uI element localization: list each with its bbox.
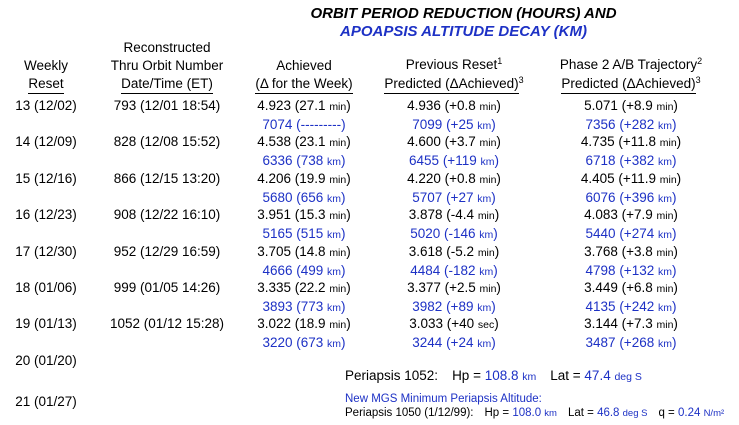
achieved-hours-cell: 4.538 (23.1 min) [257, 134, 351, 149]
header-phase2-trajectory: Phase 2 A/B Trajectory2 Predicted (ΔAchi… [530, 40, 732, 94]
achieved-km-cell: 5165 (515 km) [262, 226, 346, 242]
previous-hours-cell: 3.033 (+40 sec) [409, 316, 499, 331]
week-cell: 17 (12/30) [15, 244, 77, 259]
header-achieved-label: Achieved [276, 58, 332, 73]
lat-label: Lat = [550, 368, 585, 383]
orbit-cell: 908 (12/22 16:10) [113, 207, 221, 222]
week-cell: 18 (01/06) [15, 280, 77, 295]
week-cell: 15 (12/16) [15, 171, 77, 186]
periapsis-label: Periapsis 1050 (1/12/99): [345, 407, 474, 419]
phase2-km-cell: 3487 (+268 km) [585, 335, 677, 351]
header-weekly-reset: Weekly Reset [0, 40, 92, 94]
previous-km-cell: 6455 (+119 km) [409, 153, 499, 169]
previous-hours-cell: 3.618 (-5.2 min) [408, 244, 500, 259]
header-phase2-label: Phase 2 A/B Trajectory [559, 57, 698, 72]
achieved-km-cell: 6336 (738 km) [262, 153, 346, 169]
phase2-hours-cell: 3.144 (+7.3 min) [584, 316, 678, 331]
achieved-km-cell: 3893 (773 km) [262, 299, 346, 315]
achieved-hours-cell: 4.923 (27.1 min) [257, 98, 351, 113]
previous-km-cell: 4484 (-182 km) [410, 263, 498, 279]
hp-label: Hp = [452, 368, 485, 383]
phase2-km-cell: 4798 (+132 km) [585, 263, 677, 279]
footnote-marker-3: 3 [695, 75, 701, 85]
page-title-line1: ORBIT PERIOD REDUCTION (HOURS) AND [310, 5, 617, 22]
footnote-marker-1: 1 [497, 56, 503, 66]
orbit-cell: 866 (12/15 13:20) [113, 171, 221, 186]
lat-value: 47.4 deg S [584, 368, 642, 383]
header-reset-label: Reset [28, 75, 64, 94]
phase2-km-cell: 5440 (+274 km) [585, 226, 677, 242]
achieved-km-cell: 7074 (---------) [262, 117, 346, 133]
achieved-hours-cell: 3.022 (18.9 min) [257, 316, 351, 331]
periapsis-1052-note: Periapsis 1052: Hp = 108.8 km Lat = 47.4 d… [345, 368, 642, 383]
achieved-hours-cell: 3.335 (22.2 min) [257, 280, 351, 295]
week-cell: 16 (12/23) [15, 207, 77, 222]
header-achieved: Achieved (Δ for the Week) [233, 40, 375, 94]
header-datetime-label: Date/Time (ET) [121, 75, 213, 94]
phase2-hours-cell: 4.083 (+7.9 min) [584, 207, 678, 222]
previous-km-cell: 3982 (+89 km) [412, 299, 496, 315]
previous-km-cell: 5020 (-146 km) [410, 226, 498, 242]
new-minimum-periapsis-title: New MGS Minimum Periapsis Altitude: [345, 393, 542, 405]
previous-hours-cell: 3.878 (-4.4 min) [408, 207, 500, 222]
achieved-km-cell: 3220 (673 km) [262, 335, 346, 351]
orbit-cell: 793 (12/01 18:54) [113, 98, 221, 113]
achieved-km-cell: 4666 (499 km) [262, 263, 346, 279]
q-label: q = [658, 407, 678, 419]
header-weekly-label: Weekly [23, 58, 68, 73]
previous-hours-cell: 4.600 (+3.7 min) [407, 134, 501, 149]
hp-label: Hp = [484, 407, 513, 419]
orbit-cell: 999 (01/05 14:26) [113, 280, 221, 295]
page-title-line2: APOAPSIS ALTITUDE DECAY (KM) [340, 23, 587, 40]
week-cell: 20 (01/20) [15, 353, 77, 368]
week-cell: 13 (12/02) [15, 98, 77, 113]
phase2-hours-cell: 4.405 (+11.9 min) [580, 171, 682, 186]
header-previous-reset-label: Previous Reset [405, 57, 498, 72]
orbit-cell: 1052 (01/12 15:28) [109, 316, 225, 331]
header-predicted-label: Predicted (ΔAchieved) [384, 75, 519, 94]
previous-km-cell: 7099 (+25 km) [412, 117, 496, 133]
phase2-hours-cell: 5.071 (+8.9 min) [584, 98, 678, 113]
achieved-hours-cell: 4.206 (19.9 min) [257, 171, 351, 186]
previous-km-cell: 3244 (+24 km) [412, 335, 496, 351]
phase2-km-cell: 4135 (+242 km) [585, 299, 677, 315]
phase2-km-cell: 6076 (+396 km) [585, 190, 677, 206]
achieved-hours-cell: 3.705 (14.8 min) [257, 244, 351, 259]
q-value: 0.24 N/m² [677, 407, 725, 419]
periapsis-1050-note: Periapsis 1050 (1/12/99): Hp = 108.0 km La… [345, 407, 724, 419]
footnote-marker-3: 3 [518, 75, 524, 85]
phase2-km-cell: 6718 (+382 km) [585, 153, 677, 169]
achieved-km-cell: 5680 (656 km) [262, 190, 346, 206]
week-cell: 21 (01/27) [15, 394, 77, 409]
footnote-marker-2: 2 [697, 56, 703, 66]
orbit-cell: 952 (12/29 16:59) [113, 244, 221, 259]
header-delta-week-label: (Δ for the Week) [255, 75, 353, 94]
phase2-km-cell: 7356 (+282 km) [585, 117, 677, 133]
periapsis-label: Periapsis 1052: [345, 368, 439, 383]
header-orbit-number: Reconstructed Thru Orbit Number Date/Tim… [92, 40, 242, 94]
phase2-hours-cell: 4.735 (+11.8 min) [580, 134, 682, 149]
previous-hours-cell: 3.377 (+2.5 min) [407, 280, 501, 295]
orbit-cell: 828 (12/08 15:52) [113, 134, 221, 149]
hp-value: 108.8 km [484, 368, 537, 383]
previous-hours-cell: 4.936 (+0.8 min) [407, 98, 501, 113]
lat-label: Lat = [567, 407, 598, 419]
previous-hours-cell: 4.220 (+0.8 min) [407, 171, 501, 186]
header-previous-reset: Previous Reset1 Predicted (ΔAchieved)3 [375, 40, 533, 94]
header-predicted-label: Predicted (ΔAchieved) [561, 75, 696, 94]
hp-value: 108.0 km [512, 407, 557, 419]
phase2-hours-cell: 3.449 (+6.8 min) [584, 280, 678, 295]
week-cell: 19 (01/13) [15, 316, 77, 331]
previous-km-cell: 5707 (+27 km) [412, 190, 496, 206]
lat-value: 46.8 deg S [597, 407, 648, 419]
week-cell: 14 (12/09) [15, 134, 77, 149]
achieved-hours-cell: 3.951 (15.3 min) [257, 207, 351, 222]
phase2-hours-cell: 3.768 (+3.8 min) [584, 244, 678, 259]
header-thru-orbit-label: Thru Orbit Number [110, 58, 224, 73]
header-reconstructed-label: Reconstructed [123, 40, 211, 55]
